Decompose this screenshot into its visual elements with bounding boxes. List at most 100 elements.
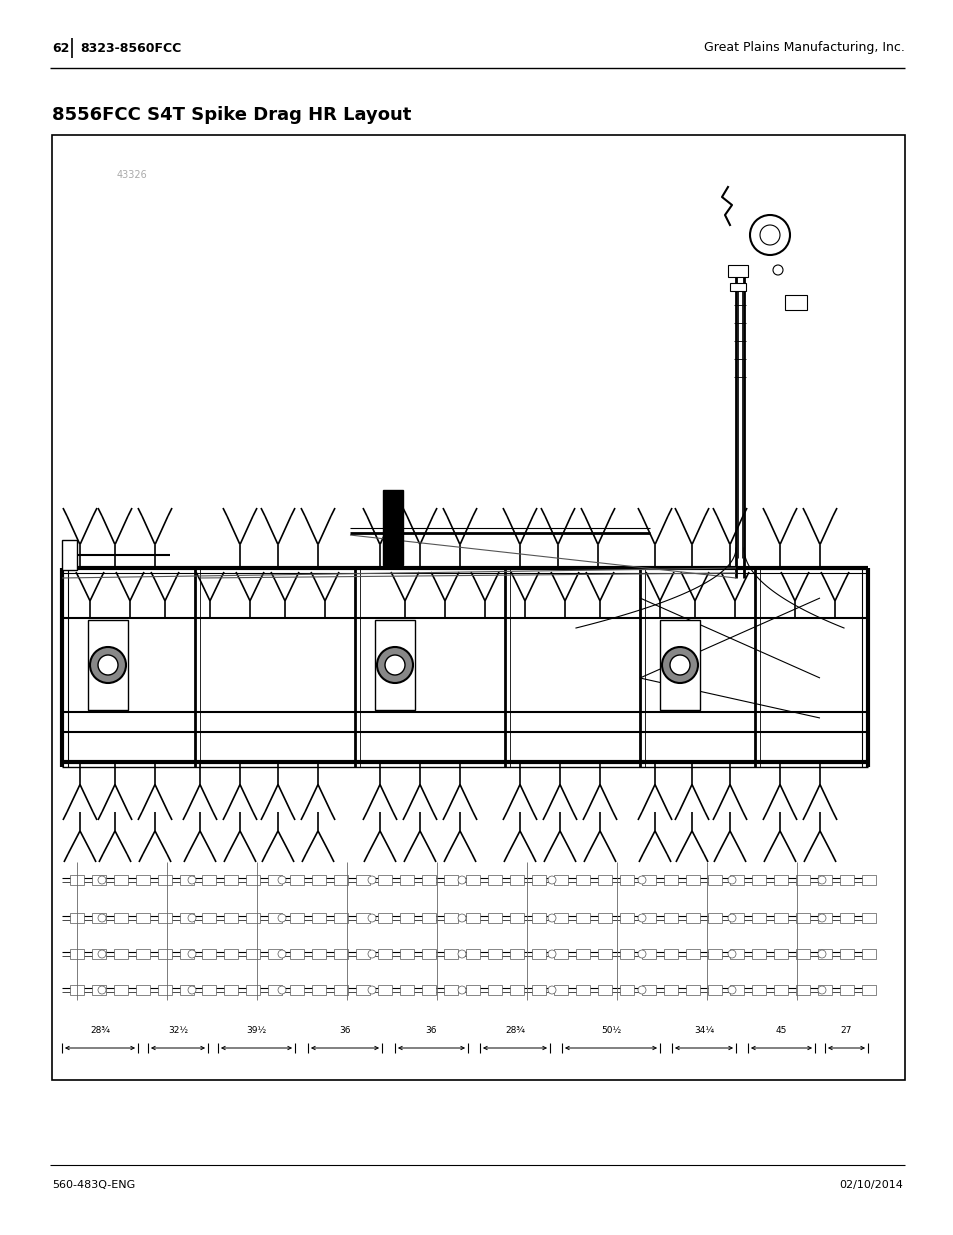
Text: 50½: 50½ bbox=[600, 1026, 620, 1035]
Bar bbox=[685, 913, 700, 923]
Bar bbox=[840, 948, 853, 960]
Bar bbox=[421, 913, 436, 923]
Circle shape bbox=[772, 266, 782, 275]
Bar bbox=[355, 986, 370, 995]
Bar bbox=[862, 948, 875, 960]
Bar bbox=[554, 986, 567, 995]
Bar bbox=[663, 986, 678, 995]
Bar bbox=[729, 913, 743, 923]
Circle shape bbox=[760, 225, 780, 245]
Bar bbox=[465, 986, 479, 995]
Circle shape bbox=[98, 914, 106, 923]
Bar bbox=[355, 913, 370, 923]
Circle shape bbox=[368, 950, 375, 958]
Bar bbox=[421, 876, 436, 885]
Circle shape bbox=[90, 647, 126, 683]
Bar bbox=[180, 876, 193, 885]
Bar bbox=[290, 948, 304, 960]
Bar bbox=[334, 948, 348, 960]
Bar bbox=[158, 986, 172, 995]
Bar bbox=[554, 876, 567, 885]
Bar bbox=[659, 620, 700, 710]
Bar bbox=[158, 948, 172, 960]
Bar bbox=[312, 913, 326, 923]
Bar bbox=[641, 913, 656, 923]
Bar bbox=[641, 986, 656, 995]
Bar bbox=[268, 948, 282, 960]
Bar bbox=[619, 986, 634, 995]
Bar bbox=[576, 913, 589, 923]
Text: 62: 62 bbox=[52, 42, 70, 54]
Bar bbox=[862, 876, 875, 885]
Bar bbox=[510, 913, 523, 923]
Bar bbox=[268, 986, 282, 995]
Bar bbox=[202, 876, 215, 885]
Bar bbox=[88, 620, 128, 710]
Bar bbox=[795, 948, 809, 960]
Bar bbox=[532, 913, 545, 923]
Bar bbox=[685, 876, 700, 885]
Text: 8323-8560FCC: 8323-8560FCC bbox=[80, 42, 181, 54]
Bar bbox=[202, 948, 215, 960]
Bar bbox=[62, 540, 77, 571]
Circle shape bbox=[638, 876, 645, 884]
Bar bbox=[488, 948, 501, 960]
Bar bbox=[663, 876, 678, 885]
Bar bbox=[377, 876, 392, 885]
Bar bbox=[375, 620, 415, 710]
Bar bbox=[576, 876, 589, 885]
Circle shape bbox=[277, 914, 286, 923]
Bar bbox=[224, 948, 237, 960]
Bar bbox=[465, 948, 479, 960]
Bar bbox=[795, 876, 809, 885]
Bar bbox=[443, 986, 457, 995]
Bar bbox=[729, 283, 745, 291]
Text: 39½: 39½ bbox=[246, 1026, 266, 1035]
Bar bbox=[598, 876, 612, 885]
Bar bbox=[598, 913, 612, 923]
Bar bbox=[773, 986, 787, 995]
Bar bbox=[113, 948, 128, 960]
Bar bbox=[91, 913, 106, 923]
Bar bbox=[817, 948, 831, 960]
Bar bbox=[773, 948, 787, 960]
Bar bbox=[729, 876, 743, 885]
Bar bbox=[707, 986, 721, 995]
Circle shape bbox=[368, 876, 375, 884]
Bar bbox=[180, 986, 193, 995]
Bar bbox=[334, 876, 348, 885]
Text: 27: 27 bbox=[840, 1026, 851, 1035]
Bar bbox=[158, 913, 172, 923]
Bar bbox=[180, 913, 193, 923]
Circle shape bbox=[727, 986, 735, 994]
Circle shape bbox=[368, 986, 375, 994]
Circle shape bbox=[457, 950, 465, 958]
Bar bbox=[136, 948, 150, 960]
Bar bbox=[52, 135, 904, 1079]
Bar bbox=[377, 986, 392, 995]
Circle shape bbox=[727, 914, 735, 923]
Bar bbox=[136, 913, 150, 923]
Text: 36: 36 bbox=[339, 1026, 351, 1035]
Circle shape bbox=[368, 914, 375, 923]
Bar bbox=[224, 986, 237, 995]
Bar bbox=[751, 948, 765, 960]
Bar bbox=[136, 986, 150, 995]
Bar bbox=[727, 266, 747, 277]
Circle shape bbox=[547, 986, 556, 994]
Bar bbox=[707, 876, 721, 885]
Bar bbox=[554, 913, 567, 923]
Circle shape bbox=[749, 215, 789, 254]
Bar bbox=[840, 876, 853, 885]
Bar bbox=[707, 948, 721, 960]
Bar bbox=[421, 986, 436, 995]
Bar bbox=[70, 913, 84, 923]
Circle shape bbox=[277, 986, 286, 994]
Bar bbox=[158, 876, 172, 885]
Bar bbox=[619, 913, 634, 923]
Bar bbox=[70, 986, 84, 995]
Circle shape bbox=[727, 950, 735, 958]
Bar bbox=[91, 948, 106, 960]
Bar bbox=[598, 948, 612, 960]
Circle shape bbox=[457, 876, 465, 884]
